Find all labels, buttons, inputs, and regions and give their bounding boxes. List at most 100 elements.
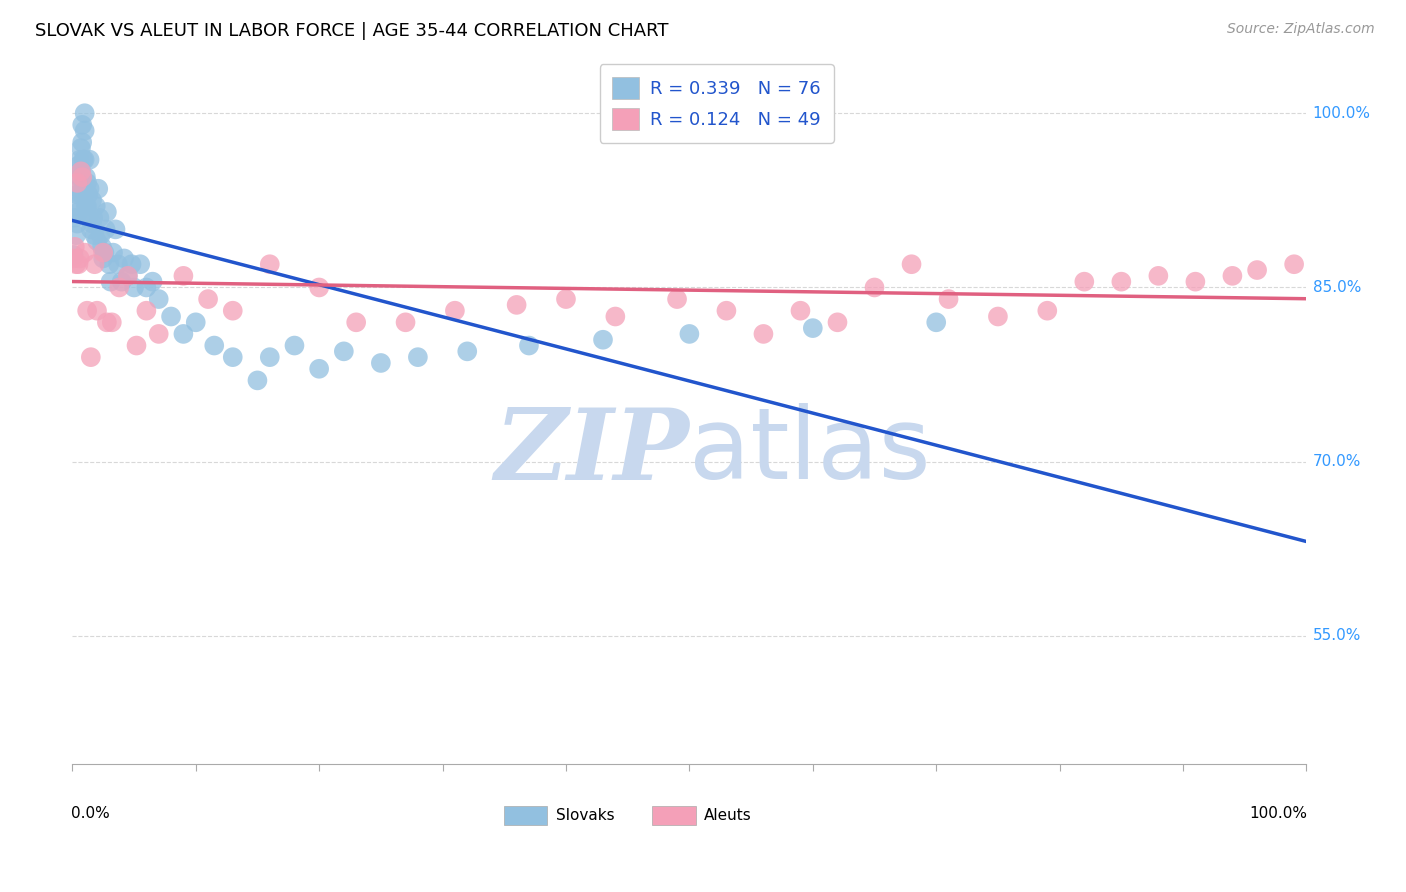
Point [96,205,118,219]
Point [70,141,93,155]
Point [67,257,90,271]
Point [308,280,330,294]
Point [111,275,134,289]
Point [172,326,194,341]
Point [79,182,101,196]
Point [108,280,131,294]
Point [752,326,775,341]
Point [67,205,90,219]
Point [246,373,269,387]
Text: Source: ZipAtlas.com: Source: ZipAtlas.com [1227,22,1375,37]
Point [129,257,152,271]
Point [308,361,330,376]
Point [75,199,97,213]
Point [91,240,114,254]
Text: 85.0%: 85.0% [1313,280,1361,295]
Point [122,280,145,294]
Bar [505,805,547,825]
Text: atlas: atlas [689,403,931,500]
Point [222,350,245,364]
Point [80,222,103,236]
Point [259,350,281,364]
Point [184,315,207,329]
Point [79,153,101,167]
Point [135,303,157,318]
Point [84,199,107,213]
Point [76,176,98,190]
Point [70,164,93,178]
Point [80,350,103,364]
Point [91,245,114,260]
Point [925,315,948,329]
Point [86,303,108,318]
Point [517,338,540,352]
Point [222,303,245,318]
Point [101,315,124,329]
Point [370,356,392,370]
Point [406,350,429,364]
Point [135,280,157,294]
Point [70,118,93,132]
Point [66,176,89,190]
Point [938,292,960,306]
Point [70,164,93,178]
Point [96,315,118,329]
Point [444,303,467,318]
Point [65,199,87,213]
Point [148,292,170,306]
Point [344,315,367,329]
Point [801,321,824,335]
Point [259,257,281,271]
Point [1036,303,1059,318]
Text: 100.0%: 100.0% [1313,106,1371,120]
Point [67,159,90,173]
Point [900,257,922,271]
Point [456,344,478,359]
Point [121,257,143,271]
Point [117,268,139,283]
Point [160,310,183,324]
Point [70,187,93,202]
Point [62,252,84,266]
Point [1073,275,1095,289]
Bar [652,805,696,825]
Point [66,187,89,202]
Point [90,228,112,243]
Point [1222,268,1244,283]
Point [94,222,117,236]
Point [62,248,84,262]
Point [83,257,105,271]
Point [112,252,135,266]
Point [678,326,700,341]
Point [1246,263,1268,277]
Point [987,310,1010,324]
Point [333,344,356,359]
Point [505,298,527,312]
Legend: R = 0.339   N = 76, R = 0.124   N = 49: R = 0.339 N = 76, R = 0.124 N = 49 [600,64,834,143]
Text: 55.0%: 55.0% [1313,629,1361,643]
Text: Slovaks: Slovaks [557,808,614,823]
Point [863,280,886,294]
Point [172,268,194,283]
Point [87,182,110,196]
Point [69,153,91,167]
Point [1282,257,1305,271]
Point [827,315,849,329]
Point [283,338,305,352]
Text: 0.0%: 0.0% [72,806,110,822]
Point [66,217,89,231]
Point [70,135,93,149]
Point [789,303,811,318]
Text: ZIP: ZIP [495,404,689,500]
Point [197,292,219,306]
Point [82,211,104,225]
Point [592,333,614,347]
Point [117,268,139,283]
Point [76,303,98,318]
Point [69,252,91,266]
Point [72,153,94,167]
Point [148,326,170,341]
Point [69,170,91,185]
Point [65,257,87,271]
Point [605,310,627,324]
